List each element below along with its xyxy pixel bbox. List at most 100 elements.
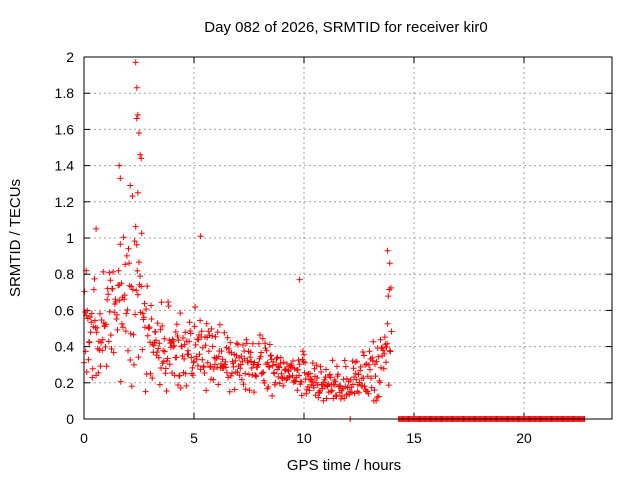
y-axis-ticks: 0 0.2 0.4 0.6 0.8 1 1.2 1.4 1.6 1.8 2 [55,49,612,427]
data-point [144,332,151,339]
data-point [208,325,215,332]
data-point [172,328,179,335]
data-point [373,397,380,404]
data-point [92,317,98,324]
y-axis-label: SRMTID / TECUs [7,179,24,297]
data-point [204,359,211,366]
data-point [359,349,366,355]
data-point [136,130,142,136]
data-point [102,343,109,350]
data-point [126,260,133,267]
data-point [387,348,394,355]
data-point [226,388,233,395]
data-point [162,365,169,372]
data-point [176,372,183,379]
data-point [221,329,228,336]
data-point [332,392,339,399]
data-point [368,375,375,382]
data-point [378,364,384,371]
data-point [203,387,210,394]
data-point [384,340,391,347]
data-point [361,383,368,390]
data-point [138,155,145,162]
data-point [194,362,201,369]
data-point [373,358,380,365]
data-point [97,363,104,370]
data-point [259,335,266,342]
data-point [175,337,182,344]
data-point [106,269,113,276]
data-point [290,358,296,364]
data-point [157,326,164,333]
data-point [144,283,151,290]
data-point [266,364,273,371]
data-point [120,234,127,241]
data-point [304,383,311,390]
data-point [236,372,243,379]
data-point [196,351,203,358]
data-point [257,332,263,338]
data-point [135,354,142,361]
data-point [90,286,97,293]
data-point [132,223,139,230]
data-point [203,320,210,327]
data-point [350,365,357,372]
y-tick-label: 1.8 [55,85,75,101]
data-point [93,225,100,232]
data-point [122,261,129,268]
data-point [296,361,303,368]
data-point [200,363,207,370]
data-point [105,338,112,345]
data-point [171,342,178,349]
data-point [130,331,137,338]
data-point [194,336,201,343]
grid-lines [84,57,612,419]
data-point [175,382,181,388]
y-tick-label: 1.2 [55,194,75,210]
data-point [353,358,360,365]
data-point [275,373,282,380]
data-point [113,316,120,322]
data-point [87,329,94,336]
data-point [347,376,354,383]
data-point [83,369,90,375]
data-point [371,387,378,394]
data-point [366,348,373,355]
data-point [133,84,140,91]
y-tick-label: 0.8 [55,266,75,282]
data-point [177,310,184,317]
data-point [192,341,199,348]
data-point [317,363,324,370]
data-point [303,390,310,397]
data-point [154,349,161,356]
data-point [137,273,144,280]
data-point [352,359,359,366]
data-point [270,358,277,365]
data-point [296,372,303,379]
data-point [341,395,348,402]
data-point [299,348,306,355]
data-point [387,284,394,291]
data-point [341,357,348,364]
data-point [377,336,384,343]
data-point [124,306,131,313]
data-point [331,381,338,388]
data-point [110,268,117,275]
data-point [120,324,126,331]
data-point [125,347,131,354]
data-point [357,363,364,370]
data-point [264,359,271,366]
data-point [131,238,138,245]
data-point [173,354,180,361]
data-point [294,387,301,394]
data-point [385,293,392,300]
data-point [276,380,283,387]
data-point [193,353,200,360]
data-point [288,364,295,371]
data-point [193,356,200,363]
data-point [333,393,340,400]
data-point [188,354,195,361]
data-point [95,369,102,376]
data-point [268,352,274,359]
data-point [123,310,130,317]
